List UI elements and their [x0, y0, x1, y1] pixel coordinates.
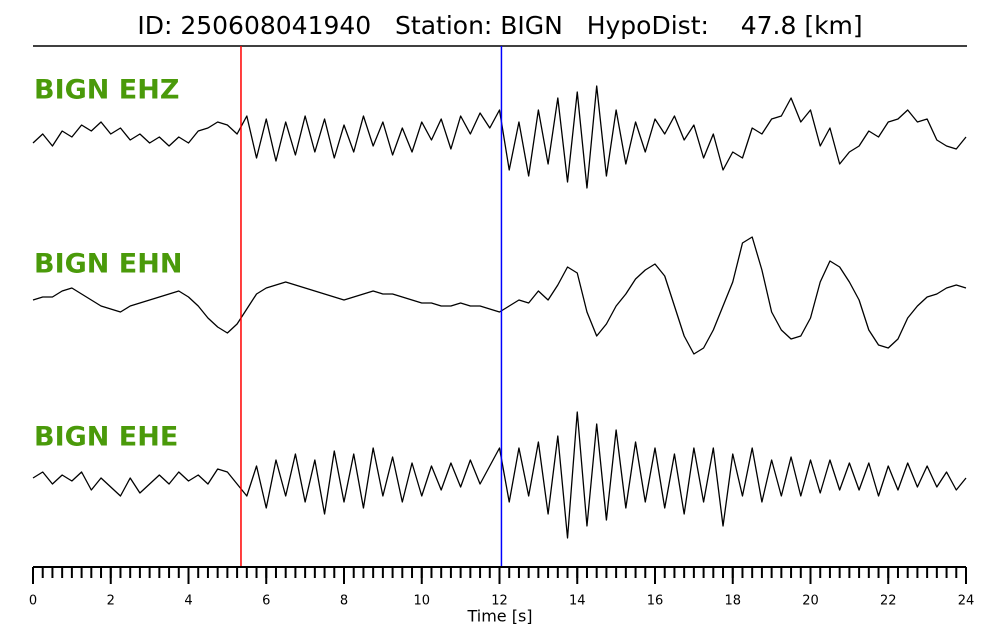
x-tick-label: 18	[724, 594, 741, 609]
x-tick-label: 6	[262, 594, 270, 609]
trace-label: BIGN EHN	[34, 249, 182, 280]
x-tick-label: 12	[491, 594, 508, 609]
x-tick-label: 8	[340, 594, 348, 609]
x-tick-label: 14	[569, 594, 586, 609]
x-tick-label: 0	[29, 594, 37, 609]
trace-label: BIGN EHZ	[34, 75, 179, 106]
x-tick-label: 16	[647, 594, 664, 609]
waveform	[32, 85, 967, 189]
x-tick-label: 20	[802, 594, 819, 609]
waveform	[32, 411, 967, 539]
x-tick-label: 4	[184, 594, 192, 609]
trace-label: BIGN EHE	[34, 422, 178, 453]
x-tick-label: 10	[413, 594, 430, 609]
waveform	[32, 236, 967, 355]
x-tick-label: 22	[880, 594, 897, 609]
chart-title: ID: 250608041940 Station: BIGN HypoDist:…	[137, 11, 862, 40]
x-tick-label: 2	[107, 594, 115, 609]
x-axis-label: Time [s]	[466, 607, 532, 626]
x-tick-label: 24	[958, 594, 975, 609]
